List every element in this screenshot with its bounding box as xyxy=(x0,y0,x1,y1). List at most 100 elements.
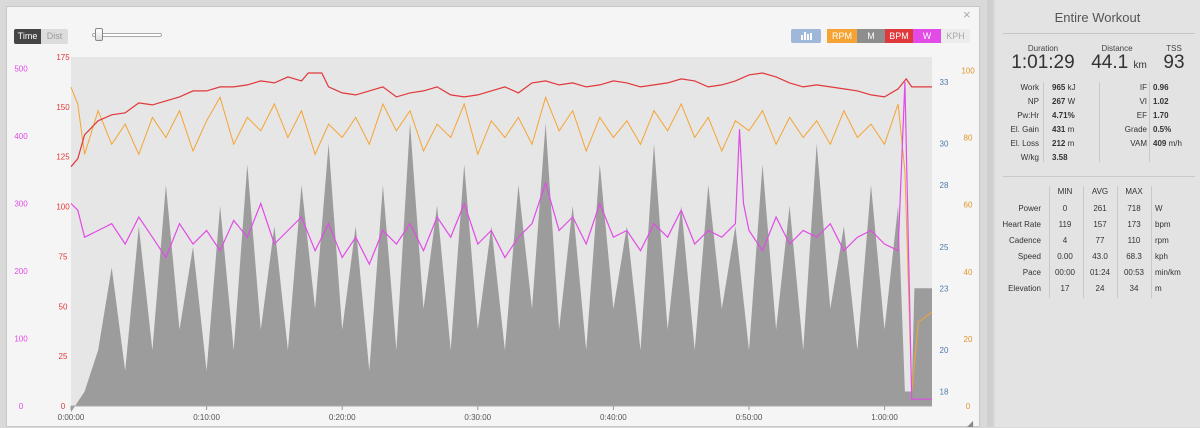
metric-row: Grade 0.5% xyxy=(1099,124,1199,136)
power-axis-tick: 200 xyxy=(14,267,28,276)
heart-rate-axis-tick: 175 xyxy=(56,53,70,62)
stats-avg: 24 xyxy=(1095,284,1105,293)
smoothing-slider-handle[interactable] xyxy=(95,28,103,41)
metric-label: VAM xyxy=(1130,139,1147,148)
speed-axis-tick: 20 xyxy=(940,346,949,355)
stats-max: 173 xyxy=(1127,220,1141,229)
distance-value: 44.1 km xyxy=(1087,52,1151,74)
kph-series-toggle[interactable]: KPH xyxy=(941,29,970,43)
stats-unit: bpm xyxy=(1155,220,1171,229)
stats-table-row: Elevation 17 24 34 m xyxy=(995,283,1200,295)
elevation-series-toggle[interactable]: M xyxy=(857,29,885,43)
metric-value: 965 kJ xyxy=(1052,83,1076,92)
close-icon[interactable]: × xyxy=(963,7,971,22)
metric-label: Grade xyxy=(1124,125,1147,134)
stats-avg: 157 xyxy=(1093,220,1107,229)
stats-row-label: Cadence xyxy=(1008,236,1041,245)
watts-series-toggle[interactable]: W xyxy=(913,29,941,43)
metric-value: 0.5% xyxy=(1153,125,1172,134)
workout-chart-panel: 0 100 200 300 400 500 0 25 50 75 100 125 150 175 18 20 2… xyxy=(6,6,981,428)
x-axis-tick: 1:00:00 xyxy=(871,413,898,422)
x-axis-tick: 0:10:00 xyxy=(193,413,220,422)
speed-axis-tick: 33 xyxy=(940,78,949,87)
time-toggle-button[interactable]: Time xyxy=(14,29,41,44)
panel-divider[interactable] xyxy=(987,0,993,427)
heart-rate-axis-tick: 100 xyxy=(56,203,70,212)
workout-summary-panel: Entire Workout Duration 1:01:29 Distance… xyxy=(995,0,1200,427)
stats-avg: 43.0 xyxy=(1092,252,1108,261)
summary-title: Entire Workout xyxy=(1054,10,1141,25)
metrics-separator-mid xyxy=(1099,82,1100,162)
stats-unit: rpm xyxy=(1155,236,1169,245)
speed-axis-tick: 28 xyxy=(940,181,949,190)
rpm-series-toggle[interactable]: RPM xyxy=(827,29,857,43)
metric-row: El. Gain 431 m xyxy=(995,124,1095,136)
distance-toggle-button[interactable]: Dist xyxy=(41,29,68,44)
stats-table-row: Power 0 261 718 W xyxy=(995,203,1200,215)
metric-row: VI 1.02 xyxy=(1099,96,1199,108)
stats-max: 00:53 xyxy=(1123,268,1145,277)
stats-unit: W xyxy=(1155,204,1163,213)
cadence-axis-tick: 80 xyxy=(964,134,973,143)
cadence-axis-tick: 0 xyxy=(966,402,971,411)
series-w xyxy=(70,81,932,400)
stats-row-label: Speed xyxy=(1017,252,1041,261)
metrics-separator-left xyxy=(1043,82,1044,162)
stats-column-separator xyxy=(1083,186,1084,298)
stats-max: 718 xyxy=(1127,204,1141,213)
stats-min: 119 xyxy=(1058,220,1072,229)
tss-value: 93 xyxy=(1163,52,1185,73)
metric-row: VAM 409 m/h xyxy=(1099,138,1199,150)
title-divider xyxy=(1003,33,1195,34)
metric-label: El. Gain xyxy=(1010,125,1039,134)
x-axis-tick: 0:40:00 xyxy=(600,413,627,422)
metric-value: 3.58 xyxy=(1052,153,1068,162)
series-bpm xyxy=(70,72,932,168)
stats-table-row: Cadence 4 77 110 rpm xyxy=(995,235,1200,247)
stats-max: 34 xyxy=(1129,284,1139,293)
stats-table-row: Pace 00:00 01:24 00:53 min/km xyxy=(995,267,1200,279)
metric-label: W/kg xyxy=(1020,153,1039,162)
resize-grip-icon[interactable]: ◢ xyxy=(967,419,974,428)
stats-max: 110 xyxy=(1127,236,1141,245)
bpm-series-toggle[interactable]: BPM xyxy=(885,29,913,43)
stats-row-label: Pace xyxy=(1022,268,1041,277)
metric-row: Pw:Hr 4.71% xyxy=(995,110,1095,122)
metric-row: W/kg 3.58 xyxy=(995,152,1095,164)
heart-rate-axis-tick: 50 xyxy=(59,302,68,311)
power-axis-tick: 100 xyxy=(14,334,28,343)
metric-row: EF 1.70 xyxy=(1099,110,1199,122)
heart-rate-axis-tick: 125 xyxy=(56,153,70,162)
metric-label: VI xyxy=(1139,97,1147,106)
metric-unit: m xyxy=(1065,125,1075,134)
stats-unit: kph xyxy=(1155,252,1168,261)
speed-axis-tick: 25 xyxy=(940,243,949,252)
stats-row-label: Heart Rate xyxy=(1002,220,1041,229)
metric-unit: m/h xyxy=(1166,139,1182,148)
metric-row: IF 0.96 xyxy=(1099,82,1199,94)
metric-row: NP 267 W xyxy=(995,96,1095,108)
cadence-axis-tick: 40 xyxy=(964,268,973,277)
distance-label: Distance xyxy=(1101,44,1133,53)
power-axis-tick: 400 xyxy=(14,132,28,141)
metric-label: IF xyxy=(1139,83,1147,92)
stats-table-row: Speed 0.00 43.0 68.3 kph xyxy=(995,251,1200,263)
workout-chart[interactable]: 0100200300400500025507510012515017518202… xyxy=(7,7,981,428)
power-axis-tick: 500 xyxy=(14,64,28,73)
stats-table-row: Heart Rate 119 157 173 bpm xyxy=(995,219,1200,231)
metric-row: Work 965 kJ xyxy=(995,82,1095,94)
bar-chart-icon[interactable] xyxy=(791,29,821,43)
duration-label: Duration xyxy=(1027,44,1059,53)
speed-axis-tick: 18 xyxy=(940,388,949,397)
metric-value: 409 m/h xyxy=(1153,139,1182,148)
metric-unit: m xyxy=(1065,139,1075,148)
heart-rate-axis-tick: 150 xyxy=(56,103,70,112)
stats-avg: 77 xyxy=(1095,236,1105,245)
smoothing-slider[interactable] xyxy=(92,33,162,37)
metric-label: NP xyxy=(1027,97,1039,106)
metric-unit: W xyxy=(1065,97,1076,106)
metric-row: El. Loss 212 m xyxy=(995,138,1095,150)
cadence-axis-tick: 60 xyxy=(964,201,973,210)
metric-value: 1.02 xyxy=(1153,97,1169,106)
stats-max: 68.3 xyxy=(1126,252,1142,261)
